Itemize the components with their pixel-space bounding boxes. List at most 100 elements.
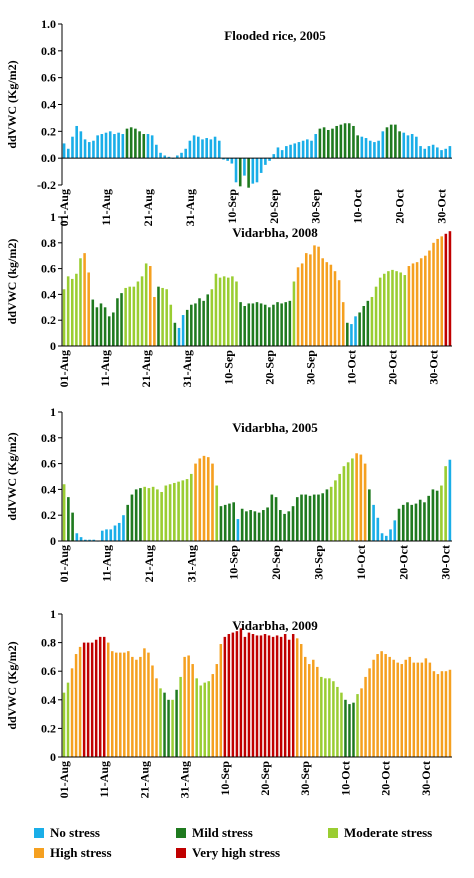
- bar: [312, 659, 315, 757]
- y-tick-label: 0.8: [41, 44, 56, 58]
- y-tick-label: 0: [50, 750, 56, 764]
- bar: [176, 155, 179, 159]
- y-tick-label: 0.2: [41, 313, 56, 327]
- chart-1: -0.2 0.0 0.2 0.4 0.6 0.8 1.0 01-Aug 11-Aug 21-Aug…: [5, 17, 452, 226]
- bar: [215, 485, 219, 541]
- bar: [280, 303, 283, 346]
- bar: [419, 146, 422, 159]
- bar: [295, 497, 299, 541]
- bar: [276, 147, 280, 159]
- y-tick-label: 0.4: [41, 98, 56, 112]
- bar: [358, 312, 361, 346]
- bar: [352, 125, 355, 159]
- bar: [364, 138, 368, 159]
- bar: [87, 272, 90, 346]
- bar: [142, 134, 146, 159]
- bar: [396, 662, 399, 757]
- bar: [122, 515, 125, 541]
- bar: [181, 315, 185, 346]
- bar: [340, 692, 343, 757]
- bar: [427, 495, 430, 541]
- x-tick-label: 11-Aug: [100, 545, 114, 582]
- bar: [190, 304, 193, 346]
- y-tick-label: 0.2: [41, 124, 56, 138]
- bar: [427, 146, 431, 159]
- bar: [342, 466, 346, 541]
- bar: [259, 158, 263, 173]
- bar: [132, 286, 136, 346]
- bar: [117, 132, 120, 159]
- bar: [119, 652, 122, 757]
- bar: [150, 135, 154, 159]
- bar: [207, 681, 210, 757]
- bar: [424, 255, 427, 346]
- bar: [104, 132, 108, 159]
- legend-item-moderate-stress: Moderate stress: [328, 825, 432, 841]
- bar: [381, 131, 385, 159]
- chart-2: 0 0.2 0.4 0.6 0.8 1 01-Aug 11-Aug 21-Aug 31-Aug 10…: [5, 210, 452, 387]
- x-tick-label: 30-Oct: [427, 350, 441, 385]
- bar: [292, 281, 296, 346]
- bar: [418, 499, 422, 541]
- bar: [255, 158, 259, 183]
- bar: [92, 140, 95, 159]
- bar: [440, 671, 444, 757]
- bar: [198, 458, 202, 541]
- bar: [347, 123, 351, 159]
- y-tick-label: 1.0: [41, 17, 56, 31]
- bar: [205, 138, 208, 159]
- bar: [388, 656, 391, 757]
- x-tick-label: 01-Aug: [57, 350, 71, 387]
- bar: [213, 136, 217, 159]
- bar: [337, 280, 341, 346]
- x-tick-label: 30-Sep: [298, 761, 312, 796]
- bar: [335, 125, 338, 159]
- bar: [173, 322, 177, 346]
- legend-item-mild-stress: Mild stress: [176, 825, 253, 841]
- bar: [392, 659, 395, 757]
- x-tick-label: 21-Aug: [139, 350, 153, 387]
- bar: [84, 539, 87, 541]
- bar: [102, 636, 106, 757]
- bar: [400, 664, 403, 757]
- bar: [147, 652, 150, 757]
- bar: [423, 148, 427, 159]
- bar: [304, 494, 308, 541]
- bar: [259, 635, 263, 757]
- bar: [74, 654, 78, 757]
- bar: [410, 134, 414, 159]
- bar: [163, 155, 167, 159]
- x-tick-label: 30-Sep: [312, 545, 326, 580]
- bar: [94, 639, 98, 757]
- bar: [108, 131, 112, 159]
- bar: [140, 276, 144, 346]
- y-axis-label: ddVWC (kg/m2): [5, 239, 19, 325]
- bar: [354, 316, 357, 346]
- x-tick-label: 20-Sep: [262, 350, 276, 385]
- bar: [378, 277, 382, 346]
- bar: [326, 129, 330, 159]
- bar: [251, 634, 255, 757]
- bar: [66, 682, 70, 757]
- bar: [167, 156, 171, 159]
- bar: [66, 276, 70, 346]
- bar: [411, 263, 415, 346]
- bar: [287, 639, 291, 757]
- x-tick-label: 20-Sep: [269, 545, 283, 580]
- bar: [280, 150, 284, 159]
- bar: [308, 495, 312, 541]
- y-tick-label: 0.4: [41, 287, 56, 301]
- bar: [164, 485, 168, 541]
- x-tick-label: 11-Aug: [97, 761, 111, 798]
- bar: [334, 480, 337, 541]
- x-tick-label: 31-Aug: [183, 189, 197, 226]
- bar: [289, 144, 292, 159]
- bar: [257, 512, 261, 541]
- bar: [228, 503, 231, 541]
- chart-title: Vidarbha, 2008: [232, 225, 318, 240]
- bar: [306, 139, 309, 159]
- x-tick-label: 10-Sep: [221, 350, 235, 385]
- bar: [92, 539, 96, 541]
- bar: [113, 134, 116, 159]
